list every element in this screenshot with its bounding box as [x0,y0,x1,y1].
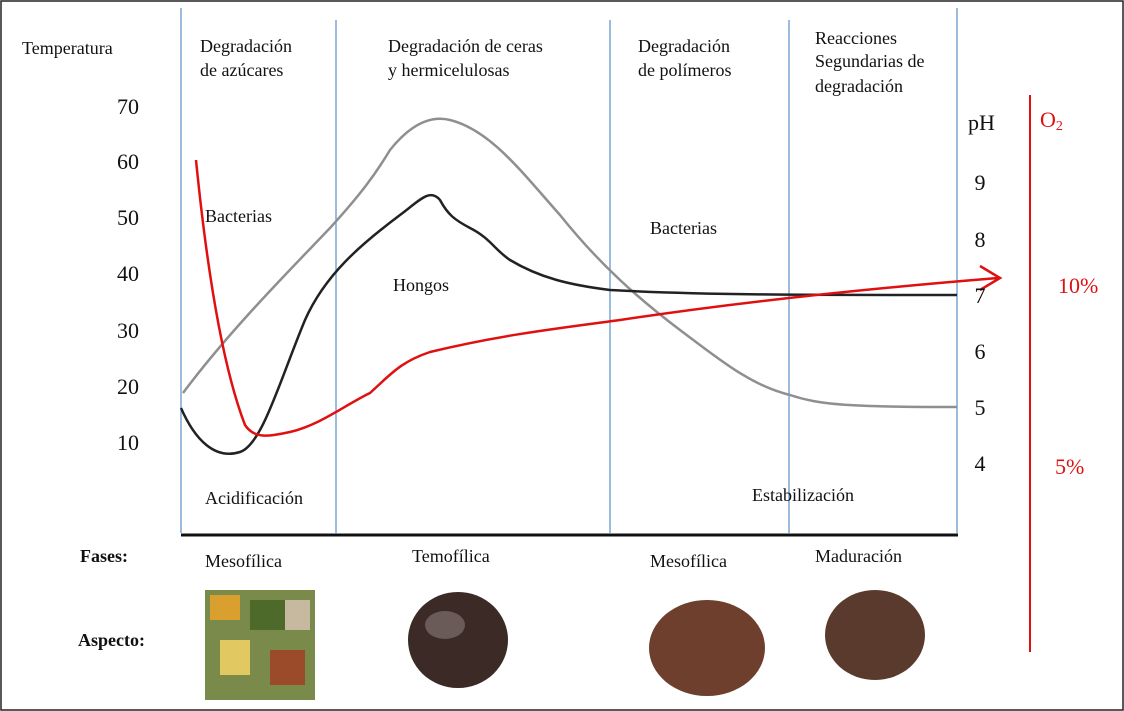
stage-header: de polímeros [638,60,731,80]
o2-label: 10% [1058,273,1098,298]
image-detail [220,640,250,675]
tick-label: 10 [117,430,139,455]
phase: Maduración [815,546,902,566]
tick-label: 8 [975,227,986,252]
tick-label: 60 [117,149,139,174]
phase-dividers [180,8,958,533]
annotation: Bacterias [205,206,272,226]
ph-title: pH [968,110,995,135]
annotation: Hongos [393,275,449,295]
left-axis-labels: 70 60 50 40 30 20 10 [117,94,139,455]
stage-header: degradación [815,76,903,96]
tick-label: 40 [117,261,139,286]
o2-title: O2 [1040,107,1063,134]
row-label: Aspecto: [78,630,145,650]
stage-header: Degradación [638,36,730,56]
image-detail [285,600,310,630]
stage-header: y hermicelulosas [388,60,509,80]
image-thermophilic [408,592,508,688]
tick-label: 30 [117,318,139,343]
image-maturation [825,590,925,680]
stage-header: Degradación [200,36,292,56]
annotation: Estabilización [752,485,854,505]
o2-subscript: 2 [1056,119,1063,134]
tick-label: 50 [117,205,139,230]
stage-header: Degradación de ceras [388,36,543,56]
phase: Mesofílica [650,551,727,571]
temperature-curve [181,117,958,409]
o2-curve [194,159,999,437]
image-detail [250,600,285,630]
tick-label: 20 [117,374,139,399]
row-label: Fases: [80,546,128,566]
aspect-images [205,590,925,700]
image-detail [210,595,240,620]
o2-label: 5% [1055,454,1084,479]
ph-curve [179,193,958,455]
stage-header: de azúcares [200,60,283,80]
tick-label: 6 [975,339,986,364]
tick-label: 9 [975,170,986,195]
phase: Mesofílica [205,551,282,571]
image-detail [270,650,305,685]
axis-title: Temperatura [22,38,113,58]
arrow-head [979,264,1003,292]
o2-symbol: O [1040,107,1056,132]
tick-label: 5 [975,395,986,420]
image-mesophilic [649,600,765,696]
stage-header: Segundarias de [815,51,924,71]
tick-label: 7 [975,283,986,308]
tick-label: 70 [117,94,139,119]
image-detail [425,611,465,639]
tick-label: 4 [975,451,986,476]
annotation: Bacterias [650,218,717,238]
stage-header: Reacciones [815,28,897,48]
phase: Temofílica [412,546,490,566]
annotation: Acidificación [205,488,303,508]
